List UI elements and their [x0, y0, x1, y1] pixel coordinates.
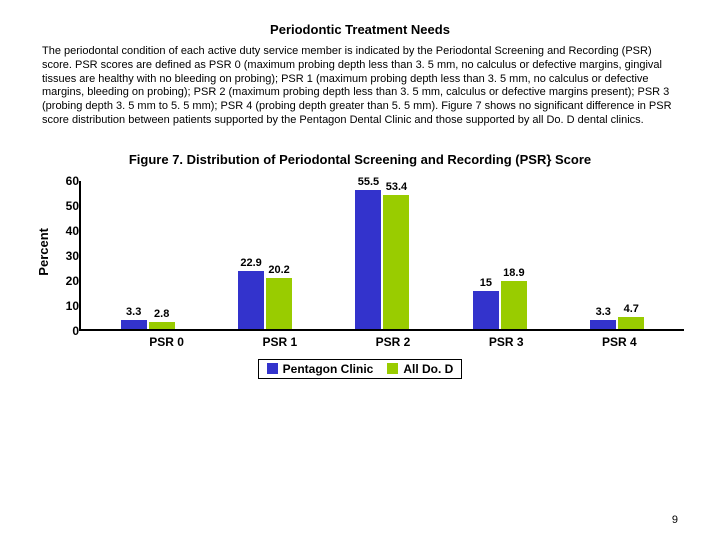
- bar-group: 22.920.2: [238, 271, 292, 328]
- legend-swatch: [387, 363, 398, 374]
- y-tick: 50: [66, 200, 79, 212]
- x-tick: PSR 3: [476, 335, 536, 349]
- y-tick: 60: [66, 175, 79, 187]
- page-number: 9: [672, 514, 678, 526]
- y-tick: 20: [66, 275, 79, 287]
- x-tick: PSR 2: [363, 335, 423, 349]
- legend-item: All Do. D: [387, 362, 453, 376]
- y-tick: 10: [66, 300, 79, 312]
- bar: 2.8: [149, 322, 175, 329]
- y-axis-label-text: Percent: [36, 228, 51, 276]
- legend: Pentagon Clinic All Do. D: [258, 359, 463, 379]
- bar: 20.2: [266, 278, 292, 329]
- y-tick: 40: [66, 225, 79, 237]
- bar-value-label: 53.4: [386, 181, 407, 193]
- body-paragraph: The periodontal condition of each active…: [0, 45, 720, 128]
- bar-value-label: 3.3: [596, 306, 611, 318]
- legend-swatch: [267, 363, 278, 374]
- legend-label: Pentagon Clinic: [283, 362, 374, 376]
- bar-group: 1518.9: [473, 281, 527, 328]
- y-tick: 0: [72, 325, 79, 337]
- legend-label: All Do. D: [403, 362, 453, 376]
- y-axis-label: Percent: [36, 173, 51, 331]
- bar: 18.9: [501, 281, 527, 328]
- bar-value-label: 3.3: [126, 306, 141, 318]
- chart-title: Figure 7. Distribution of Periodontal Sc…: [36, 152, 684, 167]
- bar-group: 3.34.7: [590, 317, 644, 329]
- bar-value-label: 4.7: [624, 303, 639, 315]
- legend-item: Pentagon Clinic: [267, 362, 374, 376]
- bar: 53.4: [383, 195, 409, 329]
- bar: 15: [473, 291, 499, 329]
- bar-value-label: 22.9: [240, 257, 261, 269]
- bar: 22.9: [238, 271, 264, 328]
- bar-value-label: 20.2: [268, 264, 289, 276]
- bar-value-label: 2.8: [154, 308, 169, 320]
- section-title: Periodontic Treatment Needs: [0, 0, 720, 45]
- bar-group: 55.553.4: [355, 190, 409, 329]
- x-tick: PSR 0: [137, 335, 197, 349]
- bar: 3.3: [121, 320, 147, 328]
- y-axis: 0102030405060: [51, 181, 79, 331]
- x-tick: PSR 4: [589, 335, 649, 349]
- plot-area: 3.32.822.920.255.553.41518.93.34.7: [79, 181, 684, 331]
- bar-value-label: 18.9: [503, 267, 524, 279]
- bar-group: 3.32.8: [121, 320, 175, 328]
- chart-container: Figure 7. Distribution of Periodontal Sc…: [36, 152, 684, 379]
- bar-value-label: 15: [480, 277, 492, 289]
- x-tick: PSR 1: [250, 335, 310, 349]
- bar: 3.3: [590, 320, 616, 328]
- x-axis: PSR 0 PSR 1 PSR 2 PSR 3 PSR 4: [102, 331, 684, 349]
- bar-value-label: 55.5: [358, 176, 379, 188]
- y-tick: 30: [66, 250, 79, 262]
- bar: 4.7: [618, 317, 644, 329]
- bar: 55.5: [355, 190, 381, 329]
